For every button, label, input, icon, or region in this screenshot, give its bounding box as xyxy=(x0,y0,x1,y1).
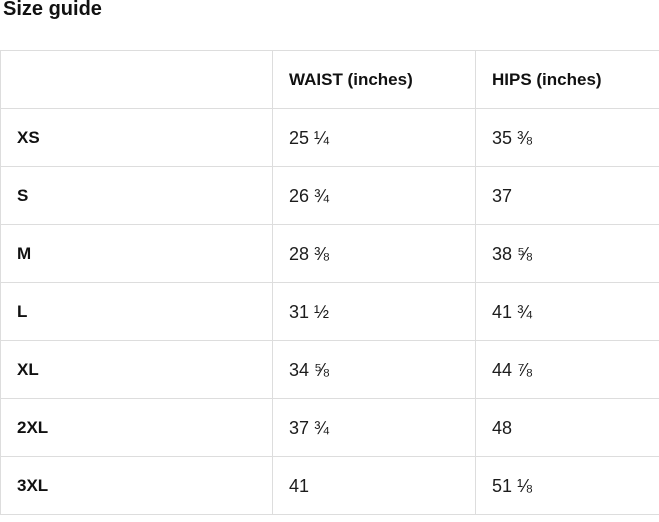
hips-column-header: HIPS (inches) xyxy=(475,50,659,109)
table-row-xl: XL 34 ⅝ 44 ⅞ xyxy=(0,340,659,399)
waist-column-header: WAIST (inches) xyxy=(272,50,476,109)
waist-value: 34 ⅝ xyxy=(272,340,476,399)
waist-value: 41 xyxy=(272,456,476,515)
table-row-s: S 26 ¾ 37 xyxy=(0,166,659,225)
table-row-m: M 28 ⅜ 38 ⅝ xyxy=(0,224,659,283)
hips-value: 35 ⅜ xyxy=(475,108,659,167)
waist-value: 26 ¾ xyxy=(272,166,476,225)
hips-value: 51 ⅛ xyxy=(475,456,659,515)
waist-value: 28 ⅜ xyxy=(272,224,476,283)
waist-value: 25 ¼ xyxy=(272,108,476,167)
hips-value: 41 ¾ xyxy=(475,282,659,341)
size-label: XS xyxy=(0,108,273,167)
size-label: 2XL xyxy=(0,398,273,457)
page-title: Size guide xyxy=(3,0,102,20)
header-row: WAIST (inches) HIPS (inches) xyxy=(0,50,659,109)
size-guide-table: WAIST (inches) HIPS (inches) XS 25 ¼ 35 … xyxy=(0,50,659,515)
size-label: 3XL xyxy=(0,456,273,515)
size-column-header xyxy=(0,50,273,109)
waist-value: 31 ½ xyxy=(272,282,476,341)
table-row-l: L 31 ½ 41 ¾ xyxy=(0,282,659,341)
hips-value: 37 xyxy=(475,166,659,225)
hips-value: 38 ⅝ xyxy=(475,224,659,283)
hips-value: 44 ⅞ xyxy=(475,340,659,399)
table-row-2xl: 2XL 37 ¾ 48 xyxy=(0,398,659,457)
size-label: S xyxy=(0,166,273,225)
size-label: M xyxy=(0,224,273,283)
size-label: L xyxy=(0,282,273,341)
waist-value: 37 ¾ xyxy=(272,398,476,457)
table-row-xs: XS 25 ¼ 35 ⅜ xyxy=(0,108,659,167)
size-label: XL xyxy=(0,340,273,399)
hips-value: 48 xyxy=(475,398,659,457)
table-row-3xl: 3XL 41 51 ⅛ xyxy=(0,456,659,515)
